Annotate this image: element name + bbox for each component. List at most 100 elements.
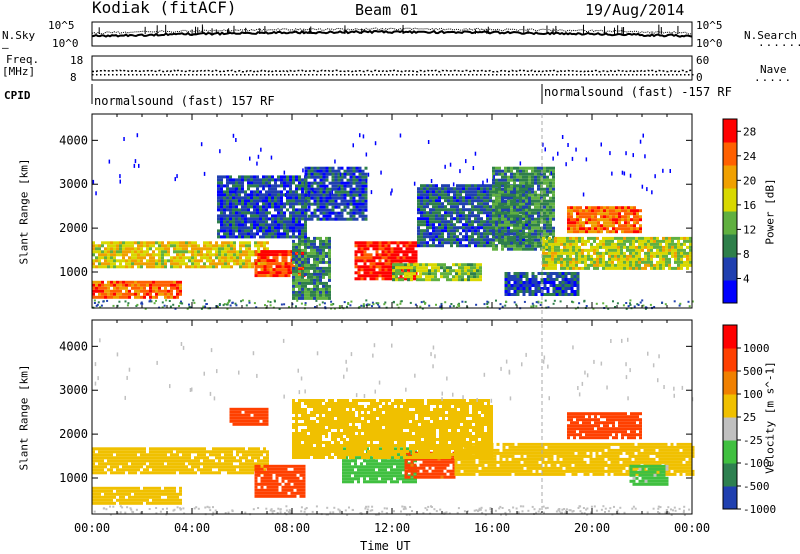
nave-point [428, 74, 430, 76]
power-axes: 1000 2000 3000 4000 [59, 114, 693, 308]
cpid-label: CPID [4, 89, 31, 102]
nave-point [432, 74, 434, 76]
station-title: Kodiak (fitACF) [92, 0, 237, 17]
nave-tick-top: 60 [696, 54, 710, 67]
nave-point [484, 74, 486, 76]
nave-point [636, 74, 638, 76]
velocity-region-6 [454, 442, 695, 476]
colorbar-segment [723, 188, 737, 212]
nave-point [232, 74, 234, 76]
nave-point [652, 74, 654, 76]
nave-point [200, 74, 202, 76]
x-tick-label: 16:00 [474, 521, 510, 535]
freq-tick-top: 18 [70, 54, 84, 67]
colorbar-segment [723, 280, 737, 304]
nave-point [276, 74, 278, 76]
colorbar-tick-label: 24 [743, 150, 757, 163]
x-tick-label: 04:00 [174, 521, 210, 535]
colorbar-tick-label: -100 [743, 457, 770, 470]
nave-point [616, 74, 618, 76]
colorbar-tick-label: 25 [743, 411, 756, 424]
nave-point [156, 74, 158, 76]
colorbar-tick-label: -500 [743, 480, 770, 493]
nave-point [184, 74, 186, 76]
nave-point [540, 74, 542, 76]
nave-point [240, 74, 242, 76]
nave-point [128, 74, 130, 76]
nave-point [408, 74, 410, 76]
nave-point [296, 74, 298, 76]
nave-point [452, 74, 454, 76]
colorbar-segment [723, 371, 737, 395]
y-tick-label: 2000 [59, 427, 88, 441]
noise-tick-bottom-right: 10^0 [696, 37, 723, 50]
x-tick-label: 12:00 [374, 521, 410, 535]
nave-point [264, 74, 266, 76]
nave-point [584, 74, 586, 76]
colorbar-segment [723, 440, 737, 464]
nave-point [692, 74, 694, 76]
nave-point [460, 74, 462, 76]
velocity-region-8 [629, 464, 669, 486]
nave-point [500, 74, 502, 76]
nsky-trace [91, 29, 693, 38]
nave-point [656, 74, 658, 76]
x-tick-label: 20:00 [574, 521, 610, 535]
nave-point [252, 74, 254, 76]
nave-point [624, 74, 626, 76]
velocity-region-2 [254, 464, 306, 498]
nave-point [244, 74, 246, 76]
nave-point [112, 74, 114, 76]
nave-point [136, 74, 138, 76]
nave-point [208, 74, 210, 76]
nave-point [648, 74, 650, 76]
nave-point [684, 74, 686, 76]
power-region-10 [542, 236, 692, 270]
nave-point [268, 74, 270, 76]
velocity-region-1 [92, 447, 269, 475]
nave-point [480, 74, 482, 76]
nave-point [284, 74, 286, 76]
nave-point [160, 74, 162, 76]
nave-point [436, 74, 438, 76]
colorbar-segment [723, 234, 737, 258]
nave-point [344, 74, 346, 76]
nave-point [580, 74, 582, 76]
colorbar-tick-label: 100 [743, 388, 763, 401]
nave-point [544, 74, 546, 76]
nave-point [488, 74, 490, 76]
noise-tick-top: 10^5 [48, 19, 75, 32]
nave-point [236, 74, 238, 76]
colorbar-segment [723, 119, 737, 143]
freq-panel-frame [91, 55, 693, 81]
x-axis-label: Time UT [360, 539, 411, 553]
power-region-11 [567, 206, 642, 234]
nave-point [152, 74, 154, 76]
nsky-label: N.Sky [2, 29, 36, 42]
nave-point [352, 74, 354, 76]
velocity-region-0 [92, 486, 182, 505]
colorbar-segment [723, 211, 737, 235]
power-region-1 [92, 241, 269, 269]
nave-point [308, 74, 310, 76]
colorbar-segment [723, 486, 737, 510]
nave-point [248, 74, 250, 76]
colorbar-segment [723, 394, 737, 418]
nave-point [416, 74, 418, 76]
nave-point [560, 74, 562, 76]
noise-tick-bottom: 10^0 [52, 37, 79, 50]
nave-point [552, 74, 554, 76]
nave-point [380, 74, 382, 76]
nave-point [548, 74, 550, 76]
nave-point [168, 74, 170, 76]
nave-point [664, 74, 666, 76]
velocity-axes: 00:00 04:00 08:00 12:00 16:00 20:00 00:00 1000 2… [59, 320, 710, 535]
nave-point [520, 74, 522, 76]
nave-point [680, 74, 682, 76]
power-region-0 [92, 280, 182, 299]
nave-point [588, 74, 590, 76]
nave-point [220, 74, 222, 76]
nave-point [456, 74, 458, 76]
x-tick-label: 00:00 [74, 521, 110, 535]
nave-point [148, 74, 150, 76]
